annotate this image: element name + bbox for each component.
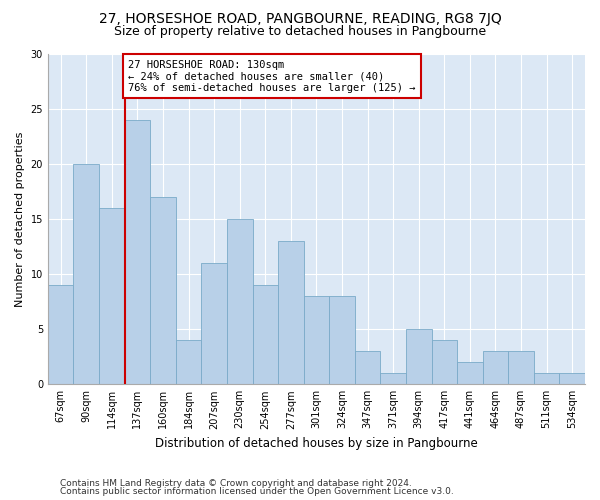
Bar — [482, 352, 508, 384]
Bar — [380, 374, 406, 384]
Bar — [202, 263, 227, 384]
Bar — [304, 296, 329, 384]
Bar — [329, 296, 355, 384]
Bar — [150, 197, 176, 384]
Bar — [559, 374, 585, 384]
Text: 27 HORSESHOE ROAD: 130sqm
← 24% of detached houses are smaller (40)
76% of semi-: 27 HORSESHOE ROAD: 130sqm ← 24% of detac… — [128, 60, 416, 92]
Bar — [125, 120, 150, 384]
Bar — [534, 374, 559, 384]
Bar — [99, 208, 125, 384]
Bar — [227, 219, 253, 384]
Text: Size of property relative to detached houses in Pangbourne: Size of property relative to detached ho… — [114, 25, 486, 38]
Y-axis label: Number of detached properties: Number of detached properties — [15, 132, 25, 307]
Bar — [508, 352, 534, 384]
Bar — [278, 241, 304, 384]
Bar — [253, 285, 278, 384]
Bar — [431, 340, 457, 384]
Text: Contains public sector information licensed under the Open Government Licence v3: Contains public sector information licen… — [60, 487, 454, 496]
Bar — [73, 164, 99, 384]
Bar — [355, 352, 380, 384]
X-axis label: Distribution of detached houses by size in Pangbourne: Distribution of detached houses by size … — [155, 437, 478, 450]
Bar — [48, 285, 73, 384]
Bar — [457, 362, 482, 384]
Bar — [406, 330, 431, 384]
Text: Contains HM Land Registry data © Crown copyright and database right 2024.: Contains HM Land Registry data © Crown c… — [60, 478, 412, 488]
Bar — [176, 340, 202, 384]
Text: 27, HORSESHOE ROAD, PANGBOURNE, READING, RG8 7JQ: 27, HORSESHOE ROAD, PANGBOURNE, READING,… — [98, 12, 502, 26]
